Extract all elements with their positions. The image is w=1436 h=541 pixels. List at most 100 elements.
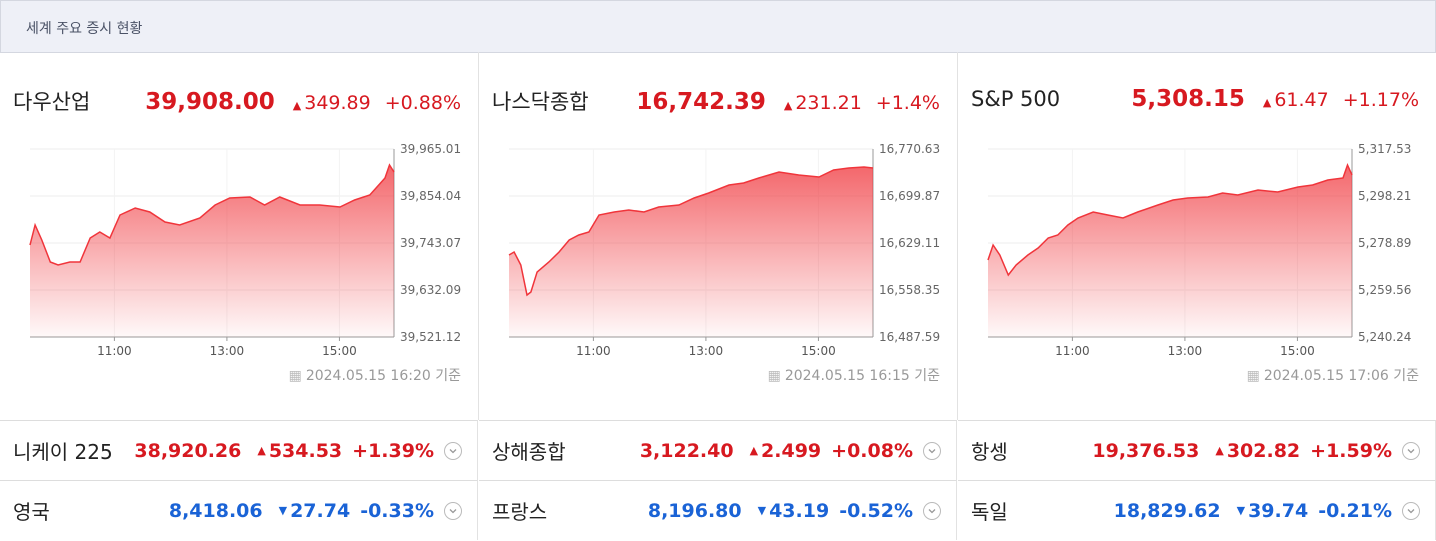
x-tick-label: 13:00 bbox=[210, 344, 245, 358]
expand-button[interactable] bbox=[923, 501, 941, 520]
y-tick-label: 16,558.35 bbox=[879, 283, 940, 297]
y-tick-label: 39,743.07 bbox=[400, 236, 461, 250]
price: 8,196.80 bbox=[647, 499, 742, 522]
area bbox=[30, 165, 394, 337]
y-tick-label: 16,487.59 bbox=[879, 330, 940, 344]
arrow: ▲ bbox=[1215, 444, 1224, 457]
quote-row[interactable]: 독일 18,829.62 ▼ 39.74 -0.21% bbox=[958, 480, 1436, 540]
arrow: ▲ bbox=[749, 444, 759, 457]
line bbox=[508, 166, 874, 297]
calendar-icon: ▦ bbox=[767, 368, 781, 384]
area bbox=[509, 167, 873, 337]
chevron bbox=[1407, 508, 1415, 513]
y-tick-label: 5,317.53 bbox=[1358, 142, 1411, 156]
change-pct: +0.88% bbox=[384, 92, 461, 114]
header-title: 세계 주요 증시 현황 bbox=[26, 21, 143, 37]
expand-button[interactable] bbox=[444, 501, 462, 520]
y-tick-label: 5,298.21 bbox=[1358, 189, 1411, 203]
timestamp: ▦ 2024.05.15 16:20 기준 bbox=[289, 365, 461, 385]
quote-line: 나스닥종합 16,742.39 ▲ 231.21 +1.4% bbox=[492, 86, 940, 116]
y-tick-label: 5,240.24 bbox=[1358, 330, 1411, 344]
index-panel: S&P 500 5,308.15 ▲ 61.47 +1.17% 5,240.24 5,259… bbox=[958, 52, 1436, 420]
change-pct: +1.59% bbox=[1310, 439, 1392, 462]
index-panel: 나스닥종합 16,742.39 ▲ 231.21 +1.4% 16,487.59 16,55… bbox=[479, 52, 958, 420]
chevron bbox=[928, 508, 936, 513]
change-pct: +0.08% bbox=[831, 439, 913, 462]
chevron bbox=[449, 508, 457, 513]
timestamp: ▦ 2024.05.15 16:15 기준 bbox=[768, 365, 940, 385]
arrow: ▲ bbox=[783, 99, 793, 112]
change-pct: -0.33% bbox=[360, 499, 434, 522]
y-tick-label: 16,770.63 bbox=[879, 142, 940, 156]
x-tick-label: 15:00 bbox=[1280, 344, 1315, 358]
change: 43.19 bbox=[769, 499, 830, 522]
timestamp: ▦ 2024.05.15 17:06 기준 bbox=[1247, 365, 1419, 385]
change-pct: +1.17% bbox=[1342, 89, 1419, 111]
change: 231.21 bbox=[795, 92, 862, 114]
change-pct: +1.4% bbox=[875, 92, 940, 114]
x-tick-label: 13:00 bbox=[689, 344, 724, 358]
index-name: 나스닥종합 bbox=[492, 90, 589, 114]
change-pct: -0.21% bbox=[1318, 499, 1392, 522]
change: 302.82 bbox=[1226, 439, 1301, 462]
y-tick-label: 16,629.11 bbox=[879, 236, 940, 250]
y-tick-label: 5,278.89 bbox=[1358, 236, 1411, 250]
y-tick-label: 39,521.12 bbox=[400, 330, 461, 344]
y-tick-label: 39,854.04 bbox=[400, 189, 461, 203]
x-tick-label: 15:00 bbox=[801, 344, 836, 358]
change: 2.499 bbox=[761, 439, 822, 462]
calendar-icon: ▦ bbox=[1246, 368, 1260, 384]
x-tick-label: 11:00 bbox=[97, 344, 132, 358]
change: 534.53 bbox=[268, 439, 343, 462]
header: 세계 주요 증시 현황 bbox=[0, 0, 1436, 53]
line bbox=[29, 163, 395, 266]
expand-button[interactable] bbox=[923, 441, 941, 460]
arrow: ▼ bbox=[757, 504, 767, 517]
area bbox=[988, 165, 1352, 337]
arrow: ▼ bbox=[278, 504, 288, 517]
y-tick-label: 5,259.56 bbox=[1358, 283, 1411, 297]
change-pct: -0.52% bbox=[839, 499, 913, 522]
chevron bbox=[449, 448, 457, 453]
quote-row[interactable]: 니케이 225 38,920.26 ▲ 534.53 +1.39% bbox=[0, 420, 478, 480]
index-name: 항셍 bbox=[971, 440, 1008, 464]
index-name: 독일 bbox=[971, 500, 1008, 524]
quote-row[interactable]: 영국 8,418.06 ▼ 27.74 -0.33% bbox=[0, 480, 478, 540]
index-panel: 다우산업 39,908.00 ▲ 349.89 +0.88% 39,521.12 39,63… bbox=[0, 52, 479, 420]
expand-button[interactable] bbox=[1402, 501, 1420, 520]
quote-row[interactable]: 프랑스 8,196.80 ▼ 43.19 -0.52% bbox=[479, 480, 957, 540]
price: 3,122.40 bbox=[639, 439, 734, 462]
price: 18,829.62 bbox=[1113, 499, 1221, 522]
timestamp-text: 2024.05.15 17:06 기준 bbox=[1263, 368, 1419, 384]
chart: 5,240.24 5,259.56 5,278.89 5,298.21 5,317.53… bbox=[987, 142, 1411, 358]
index-name: 니케이 225 bbox=[13, 440, 113, 464]
change: 61.47 bbox=[1274, 89, 1329, 111]
quote-row[interactable]: 항셍 19,376.53 ▲ 302.82 +1.59% bbox=[958, 420, 1436, 480]
arrow: ▼ bbox=[1236, 504, 1246, 517]
chevron bbox=[928, 448, 936, 453]
expand-button[interactable] bbox=[444, 441, 462, 460]
arrow: ▲ bbox=[292, 99, 302, 112]
timestamp-text: 2024.05.15 16:15 기준 bbox=[784, 368, 940, 384]
index-name: 프랑스 bbox=[492, 500, 548, 524]
chart: 39,521.12 39,632.09 39,743.07 39,854.04 39,9… bbox=[29, 142, 461, 358]
index-name: 영국 bbox=[13, 500, 50, 524]
y-tick-label: 16,699.87 bbox=[879, 189, 940, 203]
y-tick-label: 39,632.09 bbox=[400, 283, 461, 297]
arrow: ▲ bbox=[1262, 96, 1272, 109]
index-name: 상해종합 bbox=[492, 440, 566, 464]
x-tick-label: 11:00 bbox=[1055, 344, 1090, 358]
line bbox=[987, 162, 1353, 277]
arrow: ▲ bbox=[257, 444, 266, 457]
expand-button[interactable] bbox=[1402, 441, 1420, 460]
price: 5,308.15 bbox=[1131, 86, 1245, 112]
price: 8,418.06 bbox=[168, 499, 263, 522]
x-tick-label: 15:00 bbox=[322, 344, 357, 358]
index-name: S&P 500 bbox=[971, 87, 1061, 111]
quote-row[interactable]: 상해종합 3,122.40 ▲ 2.499 +0.08% bbox=[479, 420, 957, 480]
change: 39.74 bbox=[1248, 499, 1309, 522]
change-pct: +1.39% bbox=[352, 439, 434, 462]
chart: 16,487.59 16,558.35 16,629.11 16,699.87 16,7… bbox=[508, 142, 940, 358]
price: 39,908.00 bbox=[145, 89, 275, 115]
